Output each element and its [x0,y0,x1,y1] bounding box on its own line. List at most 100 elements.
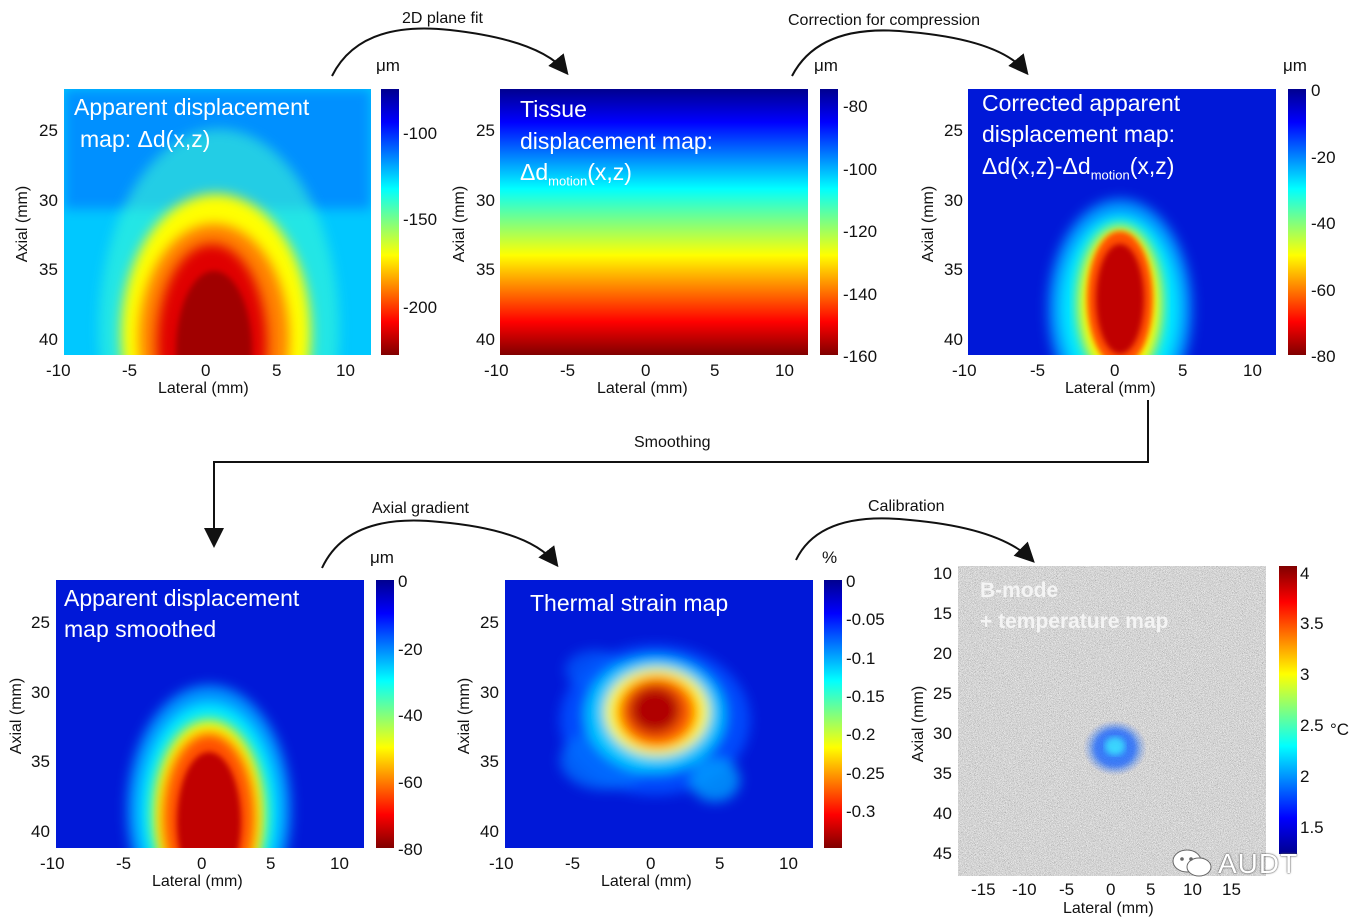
arrow-plane-fit [331,27,569,77]
panel4-ytick: 30 [31,683,50,702]
panel4-xtick: 10 [330,854,349,873]
panel4-cbar-tick: 0 [398,572,408,591]
panel1-cbar-tick: -100 [403,124,438,143]
panel4-ytick: 35 [31,752,50,771]
panel6-unit: °C [1330,720,1350,739]
panel4-xtick: -5 [116,854,132,873]
panel6-xtick: 15 [1222,880,1241,899]
panel4-ytick: 25 [31,613,50,632]
step-label-axial-gradient: Axial gradient [372,500,469,517]
panel2-xlabel: Lateral (mm) [597,380,688,397]
panel2-ylabel: Axial (mm) [451,185,468,263]
panel4-title-line2: map smoothed [64,616,217,642]
panel4-ylabel: Axial (mm) [8,677,25,755]
panel4-xtick: 5 [266,854,276,873]
panel6-xtick: 0 [1106,880,1116,899]
panel4-title-line1: Apparent displacement [64,585,300,611]
panel3-xtick: 5 [1178,361,1188,380]
panel5-cbar-tick: -0.1 [846,649,876,668]
panel4-unit: μm [370,548,394,567]
panel1-colorbar [381,89,399,355]
heatmap-tissue-displacement [500,89,808,355]
panel3-cbar-tick: -40 [1311,214,1336,233]
panel2-unit: μm [814,56,838,75]
panel5-xtick: 0 [646,854,656,873]
panel2-title-line2: displacement map: [520,128,714,154]
panel6-colorbar [1279,566,1297,854]
arrow-calibration [795,517,1035,563]
panel3-xlabel: Lateral (mm) [1065,380,1156,397]
heatmap-bmode-temperature [958,566,1266,876]
panel2-cbar-tick: -120 [843,222,878,241]
panel2-title-line3: Δdmotion(x,z) [520,159,632,189]
panel1-title-line1: Apparent displacement [74,94,310,120]
panel1-ytick: 25 [39,121,58,140]
panel6-xtick: -5 [1059,880,1075,899]
panel3-title-line1: Corrected apparent [982,90,1181,116]
panel1-xtick: 5 [272,361,282,380]
panel3-xtick: 10 [1243,361,1262,380]
panel3-xtick: 0 [1110,361,1120,380]
panel4-cbar-tick: -80 [398,840,423,859]
panel6-ytick: 40 [933,804,952,823]
panel5-ytick: 35 [480,752,499,771]
step-label-calibration: Calibration [868,498,945,515]
panel6-ylabel: Axial (mm) [910,685,927,763]
panel4-xtick: 0 [197,854,207,873]
panel6-xtick: 5 [1146,880,1156,899]
panel2-xtick: -5 [560,361,576,380]
panel5-xtick: 5 [715,854,725,873]
panel1-ytick: 40 [39,330,58,349]
step-label-compression: Correction for compression [788,12,981,29]
panel5-ylabel: Axial (mm) [456,677,473,755]
panel2-title-line1: Tissue [520,96,587,122]
panel4-colorbar [376,580,394,848]
panel3-ytick: 40 [944,330,963,349]
panel1-ytick: 35 [39,260,58,279]
panel3-ytick: 30 [944,191,963,210]
panel1-xtick: 10 [336,361,355,380]
arrow-smoothing [204,400,1149,548]
panel1-cbar-tick: -150 [403,210,438,229]
panel2-ytick: 40 [476,330,495,349]
panel2-cbar-tick: -140 [843,285,878,304]
panel2-ytick: 30 [476,191,495,210]
watermark-text: AUDT [1218,848,1299,879]
panel3-cbar-tick: -60 [1311,281,1336,300]
panel5-cbar-tick: -0.2 [846,725,876,744]
panel2-xtick: 0 [641,361,651,380]
arrow-compression [791,29,1029,77]
panel5-xtick: 10 [779,854,798,873]
panel2-ytick: 35 [476,260,495,279]
panel5-cbar-tick: -0.25 [846,764,885,783]
panel1-xlabel: Lateral (mm) [158,380,249,397]
heatmap-thermal-strain [505,580,813,848]
panel6-xtick: -10 [1012,880,1037,899]
panel2-cbar-tick: -100 [843,160,878,179]
panel5-ytick: 40 [480,822,499,841]
panel5-cbar-tick: 0 [846,572,856,591]
panel2-cbar-tick: -80 [843,97,868,116]
panel6-xtick: -15 [971,880,996,899]
panel1-xtick: -5 [122,361,138,380]
panel6-ytick: 45 [933,844,952,863]
panel3-colorbar [1288,89,1306,355]
panel5-colorbar [824,580,842,848]
panel3-cbar-tick: 0 [1311,81,1321,100]
panel1-xtick: -10 [46,361,71,380]
panel6-ytick: 35 [933,764,952,783]
panel4-cbar-tick: -60 [398,773,423,792]
panel6-cbar-tick: 2.5 [1300,716,1324,735]
panel2-xtick: 5 [710,361,720,380]
step-label-plane-fit: 2D plane fit [402,10,483,27]
panel5-unit: % [822,548,838,567]
panel3-cbar-tick: -20 [1311,148,1336,167]
panel1-cbar-tick: -200 [403,298,438,317]
panel6-cbar-tick: 2 [1300,767,1310,786]
panel4-xtick: -10 [40,854,65,873]
panel6-cbar-tick: 3.5 [1300,614,1324,633]
panel6-cbar-tick: 3 [1300,665,1310,684]
panel4-cbar-tick: -20 [398,640,423,659]
panel6-title-line2: + temperature map [980,610,1169,633]
heatmap-corrected-displacement [968,89,1276,355]
